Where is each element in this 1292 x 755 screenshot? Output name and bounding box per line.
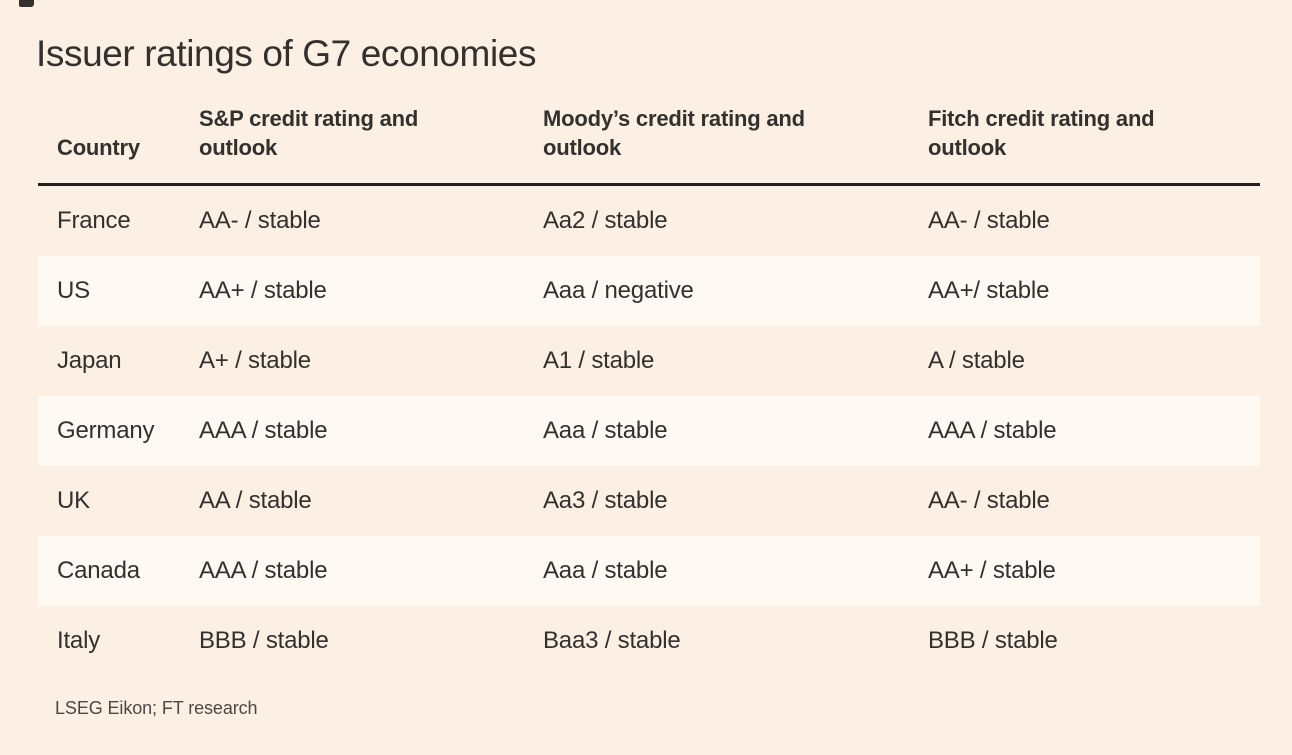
- cell-moodys-rating: Aaa / stable: [543, 417, 668, 445]
- cell-fitch-rating: AA+ / stable: [928, 557, 1056, 585]
- source-note: LSEG Eikon; FT research: [55, 698, 258, 718]
- cell-sp-rating: A+ / stable: [199, 347, 311, 375]
- table-row-canada: Canada AAA / stable Aaa / stable AA+ / s…: [38, 536, 1260, 607]
- cell-sp-rating: AA / stable: [199, 487, 312, 515]
- cell-fitch-rating: AA+/ stable: [928, 277, 1050, 305]
- column-header-fitch: Fitch credit rating and outlook: [928, 106, 1155, 161]
- cell-moodys-rating: Aaa / negative: [543, 277, 694, 305]
- cell-country: Japan: [57, 347, 122, 375]
- table-row-france: France AA- / stable Aa2 / stable AA- / s…: [38, 186, 1260, 256]
- table-row-uk: UK AA / stable Aa3 / stable AA- / stable: [38, 466, 1260, 536]
- column-header-sp: S&P credit rating and outlook: [199, 106, 419, 161]
- cell-fitch-rating: AA- / stable: [928, 487, 1050, 515]
- cell-sp-rating: AAA / stable: [199, 557, 328, 585]
- cell-fitch-rating: AAA / stable: [928, 417, 1057, 445]
- table-row-japan: Japan A+ / stable A1 / stable A / stable: [38, 326, 1260, 396]
- cell-sp-rating: AA+ / stable: [199, 277, 327, 305]
- table-header-row: Country S&P credit rating and outlook Mo…: [38, 96, 1260, 187]
- cell-moodys-rating: Aaa / stable: [543, 557, 668, 585]
- column-header-country: Country: [57, 135, 140, 161]
- cell-country: UK: [57, 487, 90, 515]
- cell-moodys-rating: Aa2 / stable: [543, 207, 668, 235]
- cell-fitch-rating: BBB / stable: [928, 627, 1058, 655]
- cell-sp-rating: AAA / stable: [199, 417, 328, 445]
- cell-country: Canada: [57, 557, 140, 585]
- cell-country: Italy: [57, 627, 101, 655]
- ratings-table: Country S&P credit rating and outlook Mo…: [38, 96, 1260, 676]
- cell-country: France: [57, 207, 131, 235]
- cell-moodys-rating: Aa3 / stable: [543, 487, 668, 515]
- cell-sp-rating: BBB / stable: [199, 627, 329, 655]
- cell-sp-rating: AA- / stable: [199, 207, 321, 235]
- cell-country: US: [57, 277, 90, 305]
- cell-moodys-rating: Baa3 / stable: [543, 627, 681, 655]
- cell-fitch-rating: AA- / stable: [928, 207, 1050, 235]
- table-row-germany: Germany AAA / stable Aaa / stable AAA / …: [38, 396, 1260, 467]
- cell-fitch-rating: A / stable: [928, 347, 1025, 375]
- table-row-italy: Italy BBB / stable Baa3 / stable BBB / s…: [38, 606, 1260, 676]
- column-header-moodys: Moody’s credit rating and outlook: [543, 106, 805, 161]
- cell-country: Germany: [57, 417, 155, 445]
- table-row-us: US AA+ / stable Aaa / negative AA+/ stab…: [38, 256, 1260, 327]
- screen-edge-artifact: [19, 0, 34, 7]
- chart-title: Issuer ratings of G7 economies: [36, 33, 537, 74]
- cell-moodys-rating: A1 / stable: [543, 347, 655, 375]
